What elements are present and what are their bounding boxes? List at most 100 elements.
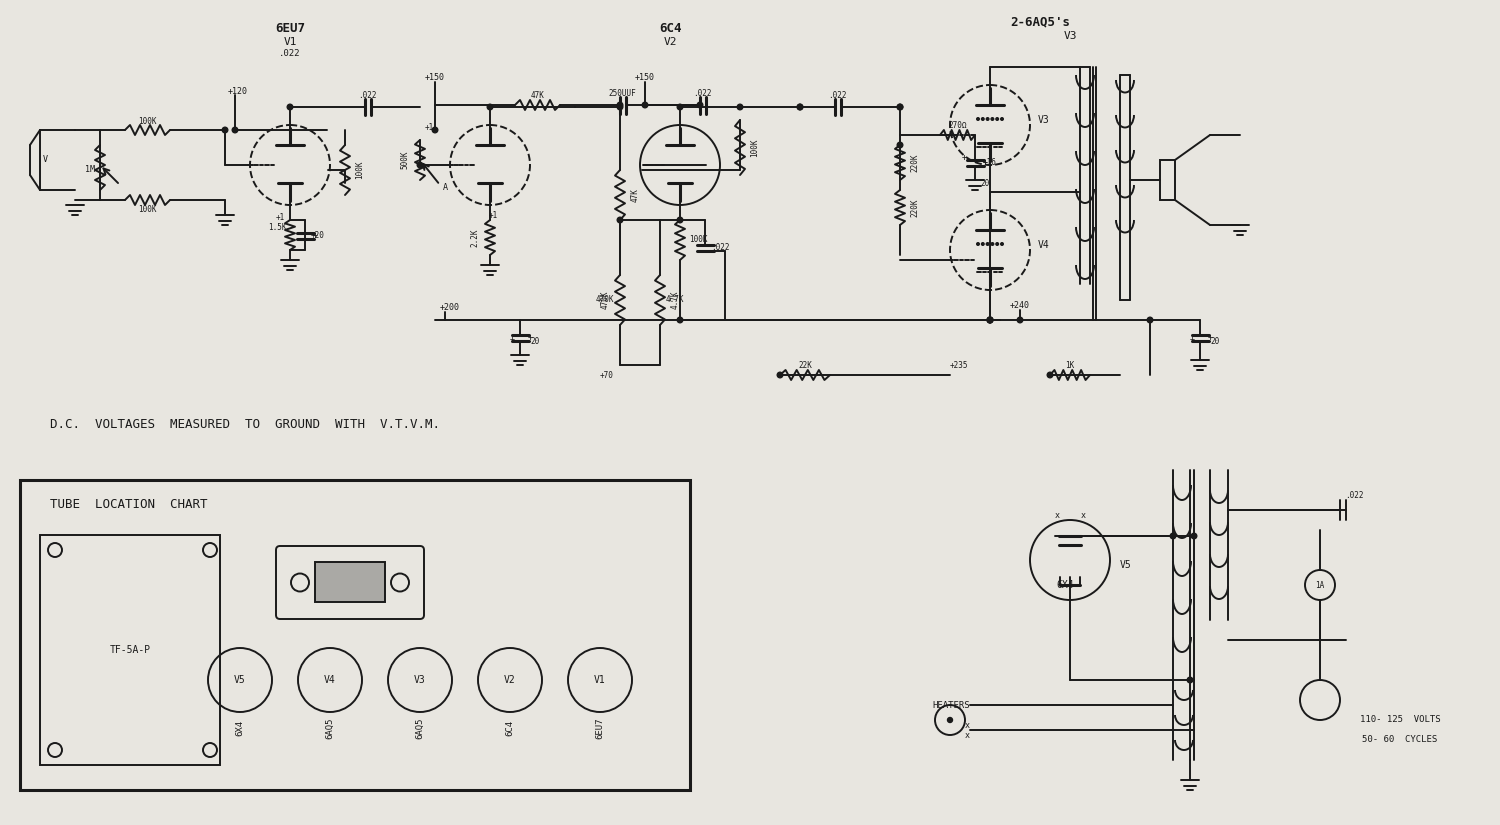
Text: 100K: 100K [138,205,156,215]
Text: x: x [1080,511,1086,520]
Bar [20,480,690,790]
Text: V2: V2 [504,675,516,685]
Circle shape [987,118,988,120]
Text: V5: V5 [1120,560,1131,570]
Text: V3: V3 [414,675,426,685]
Text: 1A: 1A [1316,581,1324,590]
Circle shape [232,127,238,133]
Text: TF-5A-P: TF-5A-P [110,645,150,655]
Text: +240: +240 [1010,300,1031,309]
Text: +: + [1208,333,1212,342]
Text: +235: +235 [950,361,969,370]
Circle shape [616,217,622,223]
Circle shape [1000,118,1004,120]
Circle shape [698,102,703,108]
Text: +150: +150 [634,73,656,82]
Text: .022: .022 [693,89,712,98]
Text: 47K: 47K [630,188,639,202]
Text: +: + [962,153,966,162]
Text: +200: +200 [440,304,460,313]
Circle shape [796,104,802,110]
Circle shape [777,372,783,378]
Circle shape [1191,533,1197,539]
Text: TUBE  LOCATION  CHART: TUBE LOCATION CHART [50,498,207,512]
Text: 22K: 22K [798,361,812,370]
Circle shape [417,163,423,167]
Text: x: x [964,730,970,739]
Text: .022: .022 [711,243,729,252]
Text: 100K: 100K [750,139,759,157]
Circle shape [992,243,993,245]
Circle shape [981,243,984,245]
Text: V3: V3 [1064,31,1077,41]
Text: 20: 20 [1210,337,1219,346]
Text: 470K: 470K [600,290,609,309]
Text: 470K: 470K [596,295,615,304]
Text: 6EU7: 6EU7 [596,717,604,738]
Text: +: + [1190,336,1194,345]
Text: V5: V5 [234,675,246,685]
Text: HEATERS: HEATERS [933,700,970,710]
Text: V: V [42,155,48,164]
Text: +1: +1 [424,124,435,133]
Text: +1: +1 [489,210,498,219]
Text: +: + [982,158,987,167]
Bar [1160,160,1174,200]
Circle shape [992,118,993,120]
Circle shape [987,317,993,323]
Text: 6X4: 6X4 [1056,580,1074,590]
Text: V2: V2 [663,37,676,47]
Text: 2-6AQ5's: 2-6AQ5's [1010,16,1070,29]
Text: 6C4: 6C4 [658,21,681,35]
Circle shape [676,217,682,223]
Text: 110- 125  VOLTS: 110- 125 VOLTS [1359,715,1440,724]
Circle shape [616,104,622,110]
Circle shape [996,243,999,245]
Circle shape [987,317,993,323]
Text: x: x [964,720,970,729]
Text: 2.2K: 2.2K [471,229,480,247]
Text: 100K: 100K [138,116,156,125]
Text: .022: .022 [1346,491,1364,499]
Circle shape [1148,317,1154,323]
Circle shape [736,104,742,110]
Circle shape [981,118,984,120]
Circle shape [616,102,622,108]
Circle shape [1017,317,1023,323]
Text: 6C4: 6C4 [506,720,515,736]
Text: +16: +16 [982,158,998,167]
Text: +70: +70 [600,370,613,380]
Text: .022: .022 [279,49,300,58]
Circle shape [488,104,494,110]
Circle shape [1170,533,1176,539]
Circle shape [948,718,952,723]
Circle shape [897,142,903,148]
Circle shape [976,118,980,120]
Text: +120: +120 [228,87,248,97]
Text: V4: V4 [1038,240,1050,250]
Text: +: + [312,231,318,240]
Text: V4: V4 [324,675,336,685]
Text: 100K: 100K [688,235,708,244]
Text: 50- 60  CYCLES: 50- 60 CYCLES [1362,736,1437,744]
Bar [40,535,220,765]
Text: 220K: 220K [910,153,920,172]
Text: 250UUF: 250UUF [609,89,636,98]
Circle shape [1000,243,1004,245]
Text: 100K: 100K [356,161,364,179]
Text: 500K: 500K [400,151,410,169]
Text: 4.7K: 4.7K [666,295,684,304]
Text: 270Ω: 270Ω [948,121,966,130]
Text: +: + [528,333,532,342]
Text: +150: +150 [424,73,445,82]
Text: 220K: 220K [910,198,920,217]
Circle shape [642,102,648,108]
Circle shape [987,317,993,323]
Text: 1K: 1K [1065,361,1074,370]
Text: 20: 20 [531,337,540,346]
Text: V1: V1 [594,675,606,685]
Text: 47K: 47K [531,92,544,101]
Circle shape [1047,372,1053,378]
Text: 20: 20 [981,178,990,187]
Circle shape [996,118,999,120]
